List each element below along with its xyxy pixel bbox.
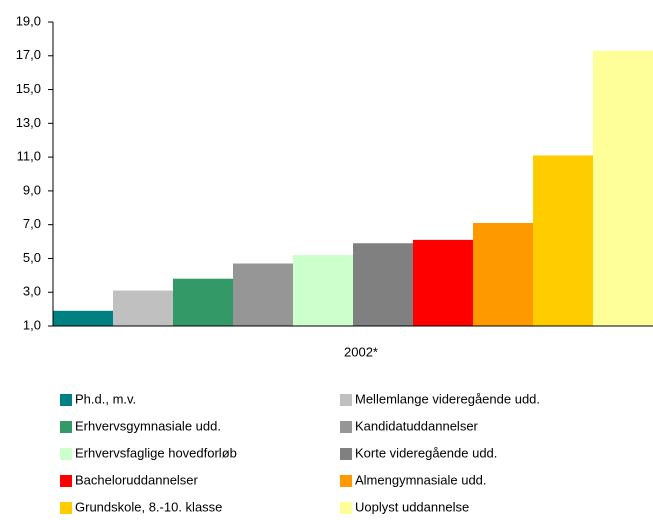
y-tick-label: 1,0 (23, 317, 41, 332)
legend-label: Erhvervsgymnasiale udd. (75, 418, 221, 433)
legend-swatch (60, 448, 72, 460)
legend-label: Almengymnasiale udd. (355, 472, 487, 487)
legend-swatch (340, 475, 352, 487)
bar (533, 155, 593, 326)
legend-swatch (340, 421, 352, 433)
legend-swatch (60, 475, 72, 487)
y-tick-label: 5,0 (23, 250, 41, 265)
bar (293, 255, 353, 326)
legend-label: Uoplyst uddannelse (355, 499, 469, 514)
legend-label: Korte videregående udd. (355, 445, 497, 460)
bar (593, 50, 653, 326)
legend-swatch (340, 394, 352, 406)
legend-swatch (340, 448, 352, 460)
y-tick-label: 9,0 (23, 182, 41, 197)
bar (353, 243, 413, 326)
legend-label: Erhvervsfaglige hovedforløb (75, 445, 237, 460)
bar (53, 310, 113, 326)
legend-label: Bacheloruddannelser (75, 472, 199, 487)
y-tick-label: 3,0 (23, 284, 41, 299)
y-tick-label: 19,0 (16, 13, 41, 28)
y-tick-label: 11,0 (17, 149, 41, 164)
bar (413, 239, 473, 326)
y-tick-label: 7,0 (23, 216, 41, 231)
legend-swatch (340, 502, 352, 514)
legend-label: Mellemlange videregående udd. (355, 391, 540, 406)
y-tick-label: 17,0 (16, 47, 41, 62)
bar (173, 278, 233, 326)
x-tick-label: 2002* (344, 344, 378, 359)
legend-label: Kandidatuddannelser (355, 418, 479, 433)
y-tick-label: 15,0 (16, 81, 41, 96)
y-tick-label: 13,0 (16, 115, 41, 130)
legend-label: Ph.d., m.v. (75, 391, 136, 406)
legend-swatch (60, 394, 72, 406)
bar (473, 222, 533, 326)
legend-label: Grundskole, 8.-10. klasse (75, 499, 222, 514)
legend-swatch (60, 421, 72, 433)
bar (113, 290, 173, 326)
legend-swatch (60, 502, 72, 514)
bar (233, 263, 293, 326)
